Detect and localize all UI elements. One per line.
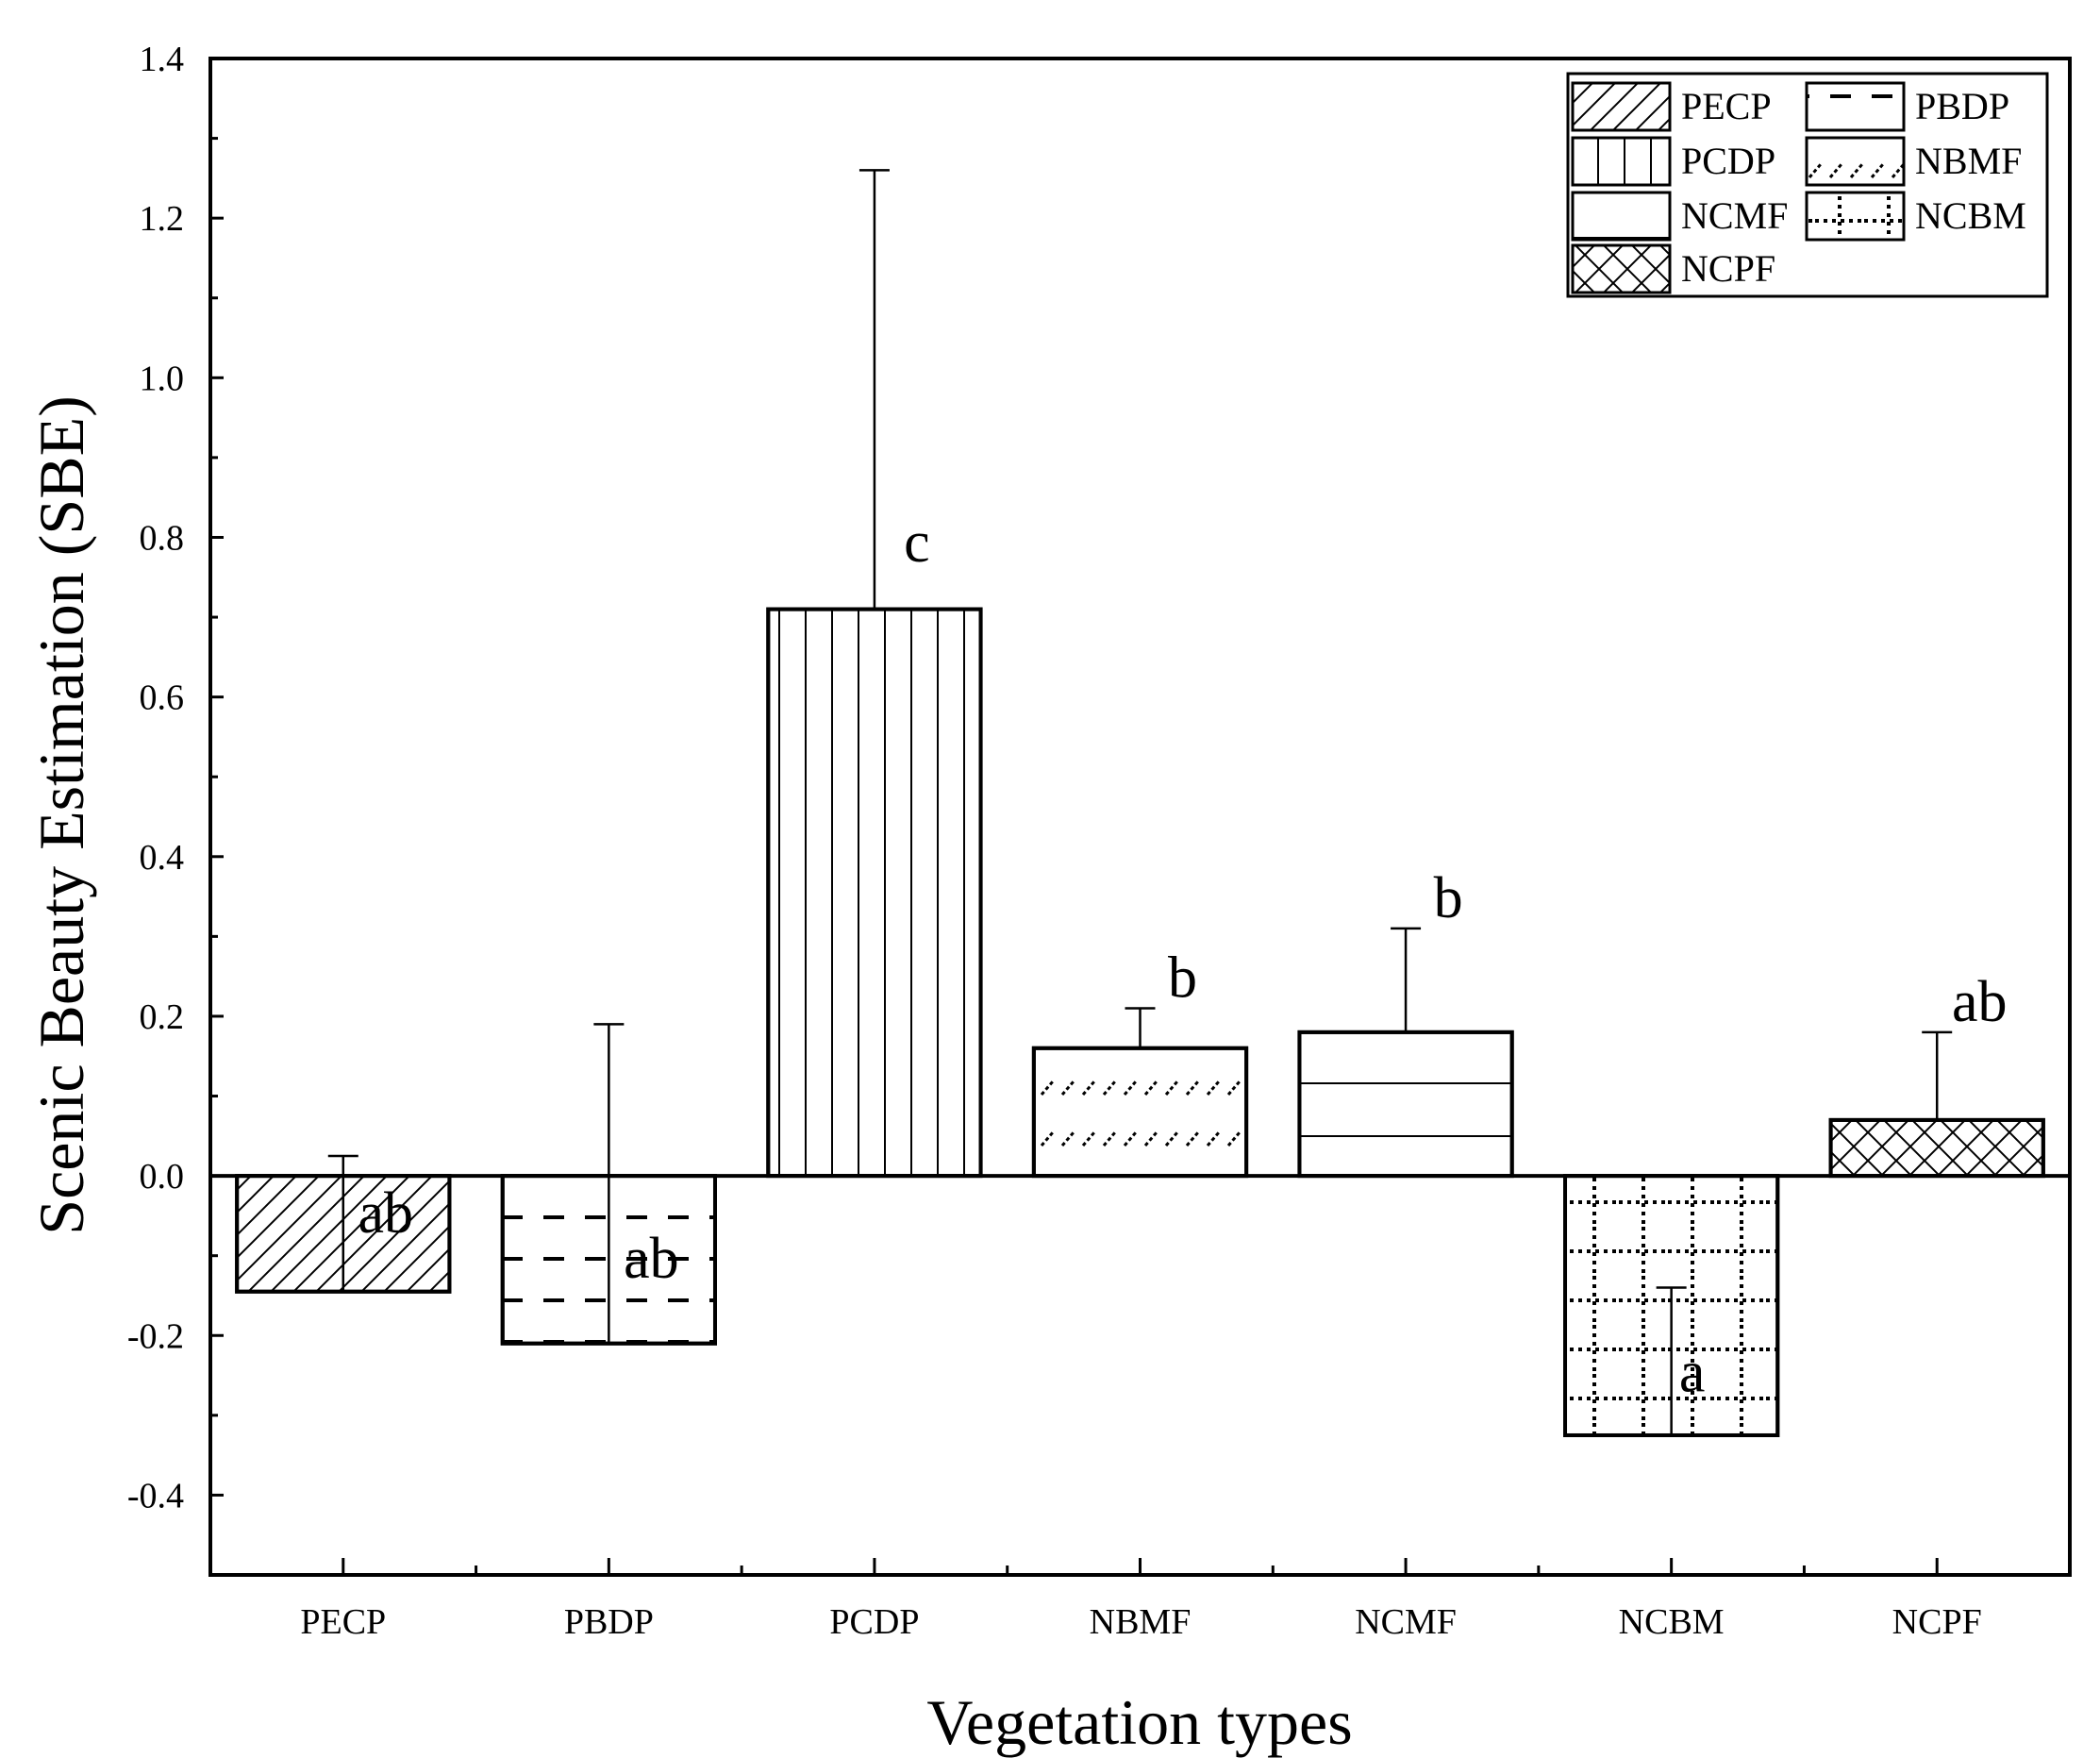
y-axis-title: Scenic Beauty Estimation (SBE) (25, 395, 97, 1235)
x-axis-title: Vegetation types (926, 1686, 1352, 1758)
x-tick-label-ncbm: NCBM (1619, 1602, 1725, 1642)
legend-label-pbdp: PBDP (1915, 85, 2009, 127)
x-tick-label-pbdp: PBDP (564, 1602, 654, 1642)
legend-label-ncmf: NCMF (1681, 194, 1788, 237)
x-tick-label-nbmf: NBMF (1090, 1602, 1192, 1642)
x-tick-label-pecp: PECP (300, 1602, 386, 1642)
legend-label-ncpf: NCPF (1681, 247, 1775, 290)
legend-swatch-pcdp (1571, 136, 1672, 187)
bar-pattern-ncpf (1828, 1117, 2045, 1179)
significance-label-pbdp: ab (624, 1227, 679, 1291)
y-tick-label: -0.2 (127, 1316, 184, 1356)
y-tick-label: 0.4 (140, 838, 185, 878)
y-tick-label: 0.8 (140, 518, 185, 558)
legend-label-nbmf: NBMF (1915, 140, 2022, 182)
x-tick-label-ncpf: NCPF (1892, 1602, 1982, 1642)
significance-label-nbmf: b (1168, 946, 1197, 1010)
y-tick-label: 0.0 (140, 1157, 185, 1197)
significance-labels-layer: ab ab c b b a ab (358, 511, 2008, 1405)
legend-swatch-pecp (1571, 81, 1672, 132)
legend-label-pecp: PECP (1681, 85, 1772, 127)
axes-layer: -0.4 -0.2 0.0 0.2 0.4 0.6 0.8 1.0 1.2 1.4 PECP PBDP… (127, 40, 1982, 1642)
significance-label-pecp: ab (358, 1181, 414, 1246)
y-tick-label: 0.6 (140, 678, 185, 718)
significance-label-ncpf: ab (1952, 970, 2008, 1034)
y-tick-label: -0.4 (127, 1476, 184, 1515)
legend-swatch-ncbm (1805, 191, 1906, 242)
legend-swatch-ncmf (1571, 191, 1672, 242)
y-tick-label: 1.2 (140, 199, 185, 239)
x-tick-label-pcdp: PCDP (829, 1602, 919, 1642)
legend-swatch-ncpf (1571, 243, 1672, 294)
legend-label-ncbm: NCBM (1915, 194, 2026, 237)
bar-pattern-nbmf (1031, 1046, 1249, 1179)
significance-label-pcdp: c (904, 511, 930, 575)
bar-pattern-ncmf (1297, 1030, 1514, 1179)
y-tick-label: 1.4 (140, 40, 185, 79)
error-bars-layer (327, 169, 1953, 1435)
significance-label-ncmf: b (1434, 866, 1463, 930)
legend-swatch-nbmf (1805, 136, 1906, 187)
significance-label-ncbm: a (1679, 1340, 1706, 1404)
legend-label-pcdp: PCDP (1681, 140, 1775, 182)
bar-pattern-pcdp (766, 607, 983, 1179)
y-tick-label: 0.2 (140, 997, 185, 1037)
legend: PECP PBDP PCDP NBMF NCMF NCBM NCPF (1566, 72, 2049, 298)
legend-swatch-pbdp (1805, 81, 1906, 132)
x-tick-label-ncmf: NCMF (1355, 1602, 1457, 1642)
y-tick-label: 1.0 (140, 359, 185, 398)
